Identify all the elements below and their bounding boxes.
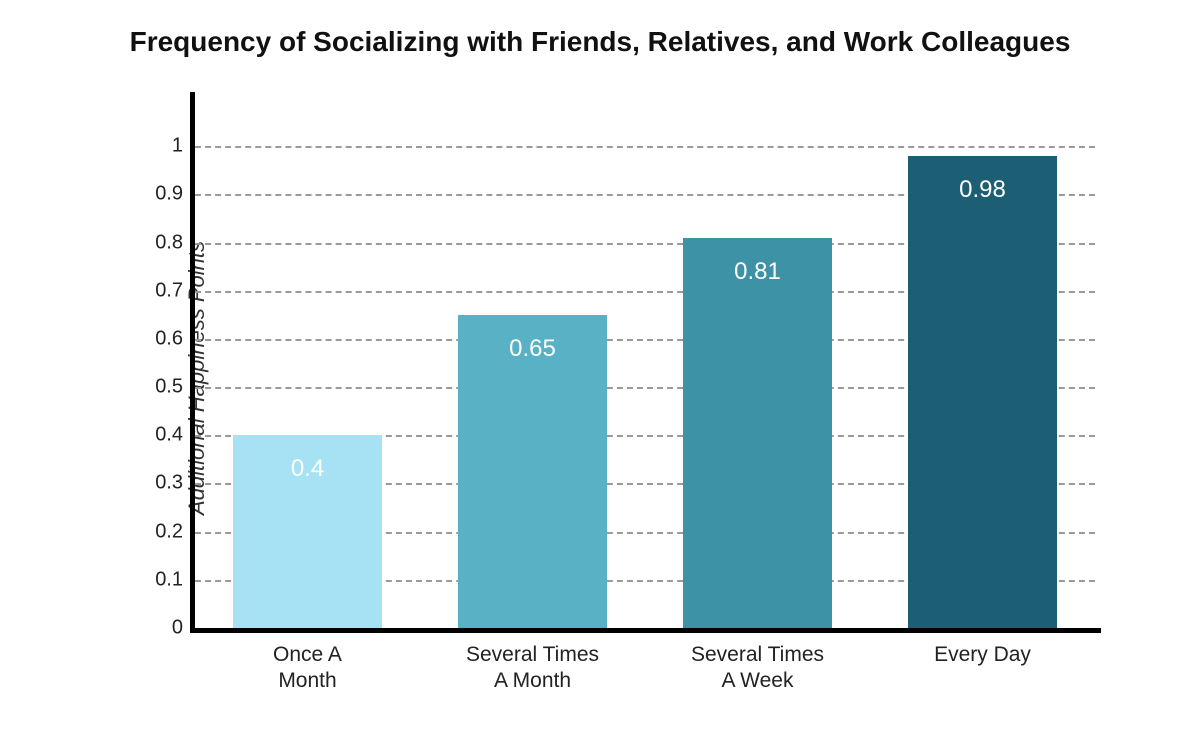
bar-value-label: 0.4	[233, 455, 382, 483]
x-tick-label: Once AMonth	[195, 642, 420, 695]
bar-chart: Frequency of Socializing with Friends, R…	[0, 0, 1200, 756]
grid-line	[195, 146, 1095, 148]
bar-value-label: 0.98	[908, 176, 1057, 204]
x-tick-label: Several TimesA Month	[420, 642, 645, 695]
x-tick-label: Every Day	[870, 642, 1095, 668]
y-tick-label: 0.7	[123, 279, 183, 302]
y-tick-label: 0.1	[123, 568, 183, 591]
x-axis-line	[190, 628, 1101, 633]
y-tick-label: 0.6	[123, 327, 183, 350]
y-tick-label: 1	[123, 135, 183, 158]
y-tick-label: 0.5	[123, 376, 183, 399]
bar: 0.4	[233, 435, 382, 628]
bar: 0.98	[908, 156, 1057, 628]
bar-value-label: 0.81	[683, 258, 832, 286]
bar-value-label: 0.65	[458, 335, 607, 363]
plot-area: 00.10.20.30.40.50.60.70.80.910.4Once AMo…	[195, 98, 1095, 628]
y-tick-label: 0.9	[123, 183, 183, 206]
y-tick-label: 0.3	[123, 472, 183, 495]
y-axis-line	[190, 92, 195, 633]
y-tick-label: 0.4	[123, 424, 183, 447]
y-tick-label: 0.8	[123, 231, 183, 254]
x-tick-label: Several TimesA Week	[645, 642, 870, 695]
y-tick-label: 0.2	[123, 520, 183, 543]
bar: 0.81	[683, 238, 832, 628]
bar: 0.65	[458, 315, 607, 628]
y-tick-label: 0	[123, 617, 183, 640]
